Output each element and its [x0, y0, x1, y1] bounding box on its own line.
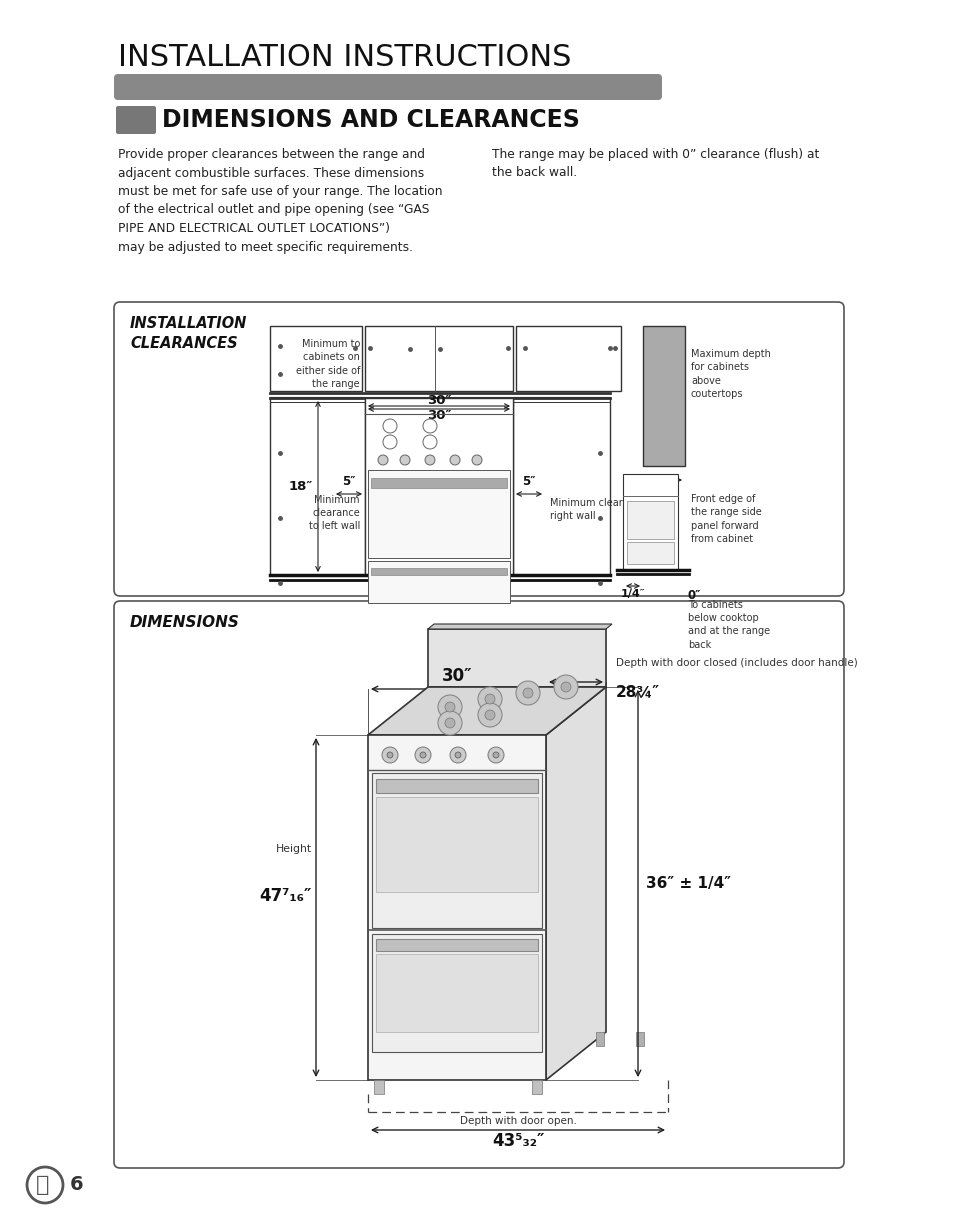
Circle shape [477, 704, 501, 727]
Text: 36″ ± 1/4″: 36″ ± 1/4″ [645, 876, 730, 892]
FancyBboxPatch shape [113, 74, 661, 99]
Bar [372, 773, 541, 928]
Text: The range may be placed with 0” clearance (flush) at
the back wall.: The range may be placed with 0” clearanc… [492, 148, 819, 180]
Bar [636, 1032, 643, 1046]
Bar [375, 939, 537, 951]
Text: Front edge of
the range side
panel forward
from cabinet: Front edge of the range side panel forwa… [690, 494, 760, 543]
Bar [371, 568, 506, 575]
Polygon shape [545, 687, 605, 1080]
Circle shape [444, 718, 455, 728]
Text: DIMENSIONS: DIMENSIONS [130, 615, 239, 630]
Bar [375, 797, 537, 892]
Text: Minimum: Minimum [414, 478, 464, 488]
FancyBboxPatch shape [113, 302, 843, 596]
Text: 47⁷₁₆″: 47⁷₁₆″ [259, 887, 312, 905]
Text: To cabinets
below cooktop
and at the range
back: To cabinets below cooktop and at the ran… [687, 600, 769, 650]
Circle shape [415, 747, 431, 763]
Text: Minimum clearance to
right wall: Minimum clearance to right wall [550, 499, 659, 522]
Text: DIMENSIONS AND CLEARANCES: DIMENSIONS AND CLEARANCES [162, 108, 579, 132]
Bar [372, 934, 541, 1052]
Circle shape [472, 455, 481, 465]
Circle shape [444, 702, 455, 712]
Text: 28¾″: 28¾″ [616, 684, 659, 699]
Text: 30″: 30″ [426, 394, 451, 408]
Circle shape [450, 455, 459, 465]
Bar [270, 398, 365, 575]
Circle shape [437, 711, 461, 735]
Text: 30″: 30″ [426, 409, 451, 422]
Text: ⓖ: ⓖ [36, 1175, 50, 1195]
Text: 43⁵₃₂″: 43⁵₃₂″ [492, 1132, 543, 1150]
Bar [642, 326, 684, 466]
Circle shape [422, 418, 436, 433]
Bar [368, 469, 510, 558]
Text: Minimum
clearance
to left wall: Minimum clearance to left wall [309, 495, 359, 531]
Bar [596, 1032, 603, 1046]
Text: 1/4″: 1/4″ [620, 590, 644, 599]
Text: Provide proper clearances between the range and
adjacent combustible surfaces. T: Provide proper clearances between the ra… [118, 148, 442, 254]
Circle shape [522, 688, 533, 697]
Circle shape [554, 674, 578, 699]
Text: 0″: 0″ [687, 590, 700, 602]
Circle shape [488, 747, 503, 763]
Circle shape [381, 747, 397, 763]
Text: 36″: 36″ [426, 531, 451, 545]
Circle shape [422, 435, 436, 449]
Text: 6: 6 [70, 1175, 84, 1195]
Text: Maximum depth
for cabinets
above
coutertops: Maximum depth for cabinets above coutert… [690, 349, 770, 399]
Circle shape [424, 455, 435, 465]
Bar [626, 501, 673, 539]
Bar [516, 326, 620, 391]
Bar [513, 398, 609, 575]
Circle shape [477, 687, 501, 711]
FancyBboxPatch shape [116, 106, 156, 133]
Circle shape [399, 455, 410, 465]
Circle shape [437, 695, 461, 719]
FancyBboxPatch shape [113, 600, 843, 1168]
Circle shape [387, 752, 393, 758]
Text: Depth with door open.: Depth with door open. [459, 1116, 576, 1126]
Bar [374, 1080, 384, 1094]
Text: 18″: 18″ [289, 480, 313, 492]
Text: Minimum to
cabinets on
either side of
the range: Minimum to cabinets on either side of th… [295, 340, 359, 389]
Circle shape [484, 694, 495, 704]
Circle shape [493, 752, 498, 758]
Text: INSTALLATION INSTRUCTIONS: INSTALLATION INSTRUCTIONS [118, 42, 571, 72]
Circle shape [560, 682, 571, 691]
Bar [622, 474, 678, 570]
Text: 5″: 5″ [342, 475, 355, 488]
Circle shape [419, 752, 426, 758]
Bar [368, 560, 510, 603]
Bar [365, 398, 513, 575]
Bar [365, 326, 513, 391]
Circle shape [382, 435, 396, 449]
Bar [375, 779, 537, 793]
Circle shape [382, 418, 396, 433]
Circle shape [516, 680, 539, 705]
Bar [371, 478, 506, 488]
Text: 5″: 5″ [521, 475, 536, 488]
Polygon shape [428, 630, 605, 687]
Bar [626, 542, 673, 564]
Circle shape [450, 747, 465, 763]
Polygon shape [368, 687, 605, 735]
Text: Height: Height [275, 844, 312, 854]
Text: 13″: 13″ [651, 484, 676, 497]
Text: 30″: 30″ [441, 667, 472, 685]
Bar [368, 735, 545, 1080]
Bar [270, 326, 361, 391]
Text: Depth with door closed (includes door handle): Depth with door closed (includes door ha… [616, 657, 857, 668]
Circle shape [484, 710, 495, 721]
Polygon shape [428, 623, 612, 630]
Text: INSTALLATION
CLEARANCES: INSTALLATION CLEARANCES [130, 317, 247, 351]
Bar [532, 1080, 541, 1094]
Circle shape [377, 455, 388, 465]
Circle shape [455, 752, 460, 758]
Bar [375, 953, 537, 1032]
